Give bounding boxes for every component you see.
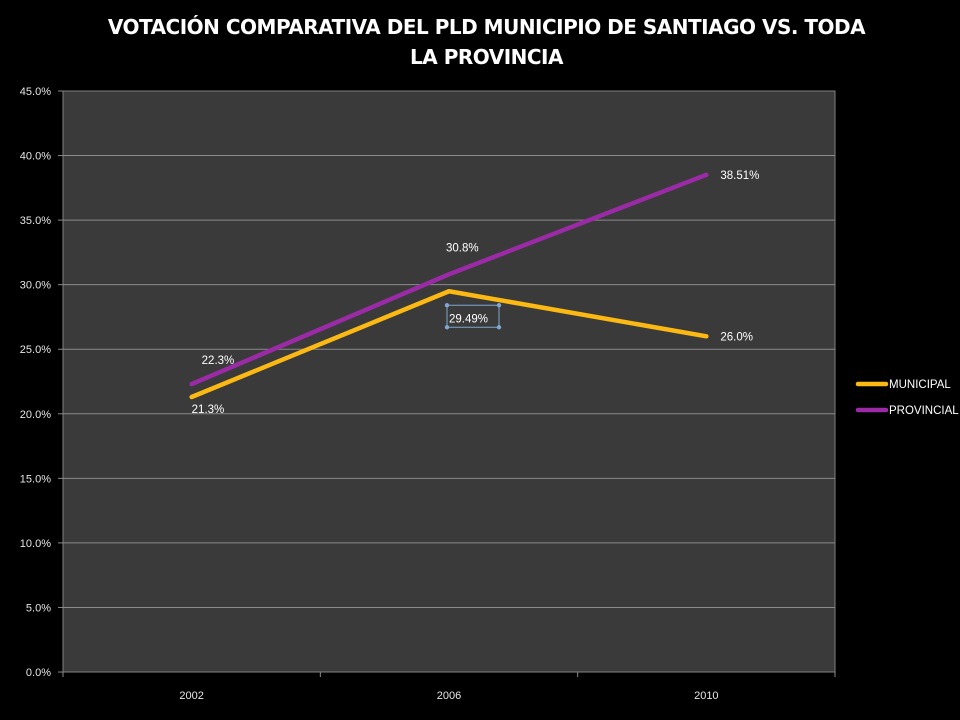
- plot-area: [62, 90, 836, 673]
- y-tick-label: 40.0%: [20, 151, 51, 163]
- data-label-provincial: 38.51%: [720, 170, 759, 182]
- data-label-municipal: 21.3%: [192, 404, 225, 416]
- x-tick-label: 2010: [694, 690, 718, 702]
- x-tick-label: 2002: [179, 690, 203, 702]
- y-axis-ticks: 0.0% 5.0% 10.0% 15.0% 20.0% 25.0% 30.0% 35.0% 40…: [20, 86, 63, 679]
- legend: MUNICIPAL PROVINCIAL: [855, 379, 959, 417]
- gridlines: [63, 155, 835, 608]
- y-tick-label: 15.0%: [20, 473, 51, 485]
- y-tick-label: 30.0%: [20, 280, 51, 292]
- data-label-municipal: 26.0%: [720, 331, 753, 343]
- selection-handle[interactable]: [444, 325, 450, 330]
- y-tick-label: 20.0%: [20, 409, 51, 421]
- x-axis-ticks: 2002 2006 2010: [62, 672, 836, 702]
- legend-label-provincial: PROVINCIAL: [889, 405, 959, 417]
- selection-handle[interactable]: [444, 303, 450, 308]
- selection-handle[interactable]: [496, 325, 502, 330]
- data-label-provincial: 30.8%: [446, 242, 479, 254]
- selection-handle[interactable]: [496, 303, 502, 308]
- series-lines: [189, 172, 709, 400]
- chart-title-line-2: LA PROVINCIA: [410, 45, 563, 69]
- data-label-municipal: 29.49%: [449, 313, 488, 325]
- y-tick-label: 45.0%: [20, 86, 51, 98]
- y-tick-label: 10.0%: [20, 538, 51, 550]
- y-tick-label: 0.0%: [26, 667, 51, 679]
- y-tick-label: 25.0%: [20, 344, 51, 356]
- legend-label-municipal: MUNICIPAL: [889, 379, 951, 391]
- chart-title: VOTACIÓN COMPARATIVA DEL PLD MUNICIPIO D…: [60, 12, 913, 72]
- data-label-provincial: 22.3%: [202, 355, 235, 367]
- x-tick-label: 2006: [437, 690, 461, 702]
- data-labels: 21.3% 29.49% 26.0% 22.3% 30.8% 38.51%: [192, 170, 760, 416]
- y-tick-label: 35.0%: [20, 215, 51, 227]
- y-tick-label: 5.0%: [26, 602, 51, 614]
- chart-title-line-1: VOTACIÓN COMPARATIVA DEL PLD MUNICIPIO D…: [107, 15, 866, 39]
- label-selection-box[interactable]: [446, 304, 500, 328]
